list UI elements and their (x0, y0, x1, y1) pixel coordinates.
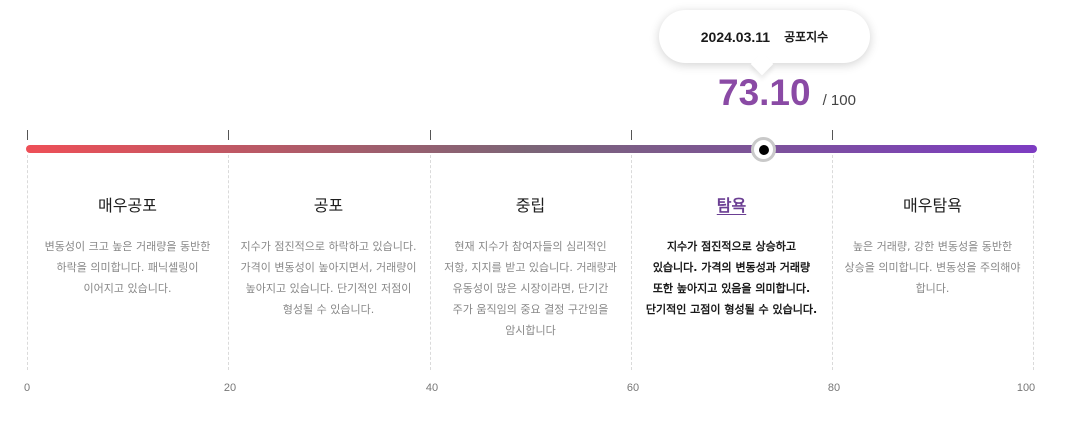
scale-label: 20 (223, 382, 237, 394)
scale-label: 80 (827, 382, 841, 394)
zone-title: 중립 (515, 196, 546, 215)
score-display: 73.10 / 100 (718, 72, 856, 114)
zone-description-active: 지수가 점진적으로 상승하고 있습니다. 가격의 변동성과 거래량 또한 높아지… (645, 240, 818, 316)
zone-title: 매우탐욕 (903, 196, 962, 215)
scale-label: 0 (23, 382, 31, 394)
zone-extreme-fear: 매우공포 변동성이 크고 높은 거래량을 동반한 하락을 의미합니다. 패닉셀링… (27, 192, 228, 299)
zone-divider (1033, 155, 1034, 370)
scale-label: 60 (626, 382, 640, 394)
zone-greed: 탐욕 지수가 점진적으로 상승하고 있습니다. 가격의 변동성과 거래량 또한 … (631, 192, 832, 320)
zone-divider (430, 155, 431, 370)
scale-label: 40 (425, 382, 439, 394)
gauge-tick (832, 130, 833, 140)
zone-divider (832, 155, 833, 370)
zone-description: 변동성이 크고 높은 거래량을 동반한 하락을 의미합니다. 패닉셀링이 이어지… (44, 240, 211, 295)
zone-divider (27, 155, 28, 370)
gauge-bar (26, 145, 1037, 153)
tooltip-label: 공포지수 (784, 30, 829, 44)
score-value: 73.10 (718, 72, 811, 113)
gauge-tick (430, 130, 431, 140)
zone-description: 현재 지수가 참여자들의 심리적인 저항, 지지를 받고 있습니다. 거래량과 … (444, 240, 617, 337)
zone-title: 매우공포 (98, 196, 157, 215)
gauge-tick (228, 130, 229, 140)
zone-fear: 공포 지수가 점진적으로 하락하고 있습니다. 가격이 변동성이 높아지면서, … (228, 192, 429, 320)
zone-title-active[interactable]: 탐욕 (716, 196, 747, 215)
zone-neutral: 중립 현재 지수가 참여자들의 심리적인 저항, 지지를 받고 있습니다. 거래… (430, 192, 631, 341)
zone-divider (631, 155, 632, 370)
zone-extreme-greed: 매우탐욕 높은 거래량, 강한 변동성을 동반한 상승을 의미합니다. 변동성을… (832, 192, 1033, 299)
zone-description: 높은 거래량, 강한 변동성을 동반한 상승을 의미합니다. 변동성을 주의해야… (844, 240, 1021, 295)
date-tooltip: 2024.03.11 공포지수 (659, 10, 870, 63)
gauge-tick (27, 130, 28, 140)
score-max: / 100 (822, 92, 856, 109)
tooltip-date: 2024.03.11 (700, 28, 771, 45)
gauge-tick (631, 130, 632, 140)
scale-label: 100 (1016, 382, 1036, 394)
zone-title: 공포 (313, 196, 344, 215)
zone-divider (228, 155, 229, 370)
gauge-marker[interactable] (751, 137, 776, 162)
marker-dot-icon (758, 144, 769, 155)
zone-description: 지수가 점진적으로 하락하고 있습니다. 가격이 변동성이 높아지면서, 거래량… (240, 240, 417, 316)
